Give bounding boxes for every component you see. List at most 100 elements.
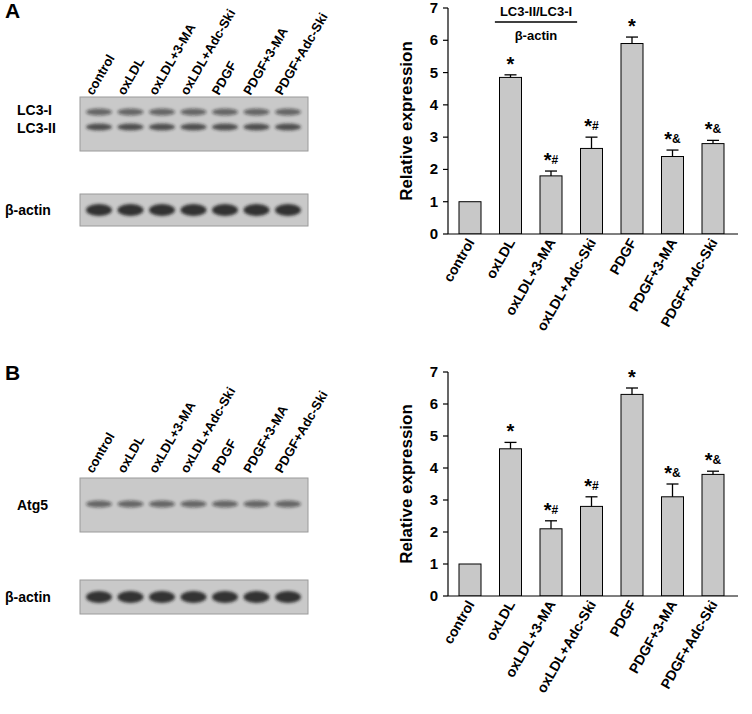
bar [581, 506, 603, 596]
y-tick-label: 4 [430, 459, 439, 476]
error-stem [550, 171, 551, 176]
band [244, 500, 270, 507]
band-label: β-actin [5, 202, 51, 218]
y-tick [443, 595, 448, 596]
band [149, 123, 175, 130]
significance: *& [705, 118, 722, 140]
blot [80, 97, 308, 151]
band [212, 108, 238, 115]
bar [581, 148, 603, 234]
x-tick-label: PDGF+Adc-Ski [657, 236, 720, 330]
blot-membrane [80, 194, 308, 226]
error-bar [667, 484, 679, 497]
significance-star: * [705, 449, 713, 471]
significance-star: * [628, 366, 636, 388]
significance-star: * [544, 149, 552, 171]
band [244, 204, 270, 216]
significance: *& [705, 449, 722, 471]
band [275, 108, 301, 115]
bars [459, 37, 724, 234]
bar [702, 144, 724, 234]
significance: *# [544, 499, 559, 521]
y-tick [443, 169, 448, 170]
significance-mark: & [672, 466, 681, 480]
blot-membrane [80, 478, 308, 532]
error-stem [591, 137, 592, 148]
blot [80, 194, 308, 226]
bar [500, 449, 522, 596]
band-label: LC3-I [17, 102, 52, 118]
y-tick [443, 137, 448, 138]
significance-mark: # [592, 479, 599, 493]
significance: * [628, 366, 636, 388]
y-tick [443, 7, 448, 8]
y-tick-label: 6 [430, 395, 438, 412]
y-tick [443, 467, 448, 468]
blot-bands [86, 204, 301, 216]
significance-star: * [664, 462, 672, 484]
y-tick-label: 5 [430, 64, 438, 81]
significance: *# [584, 115, 599, 137]
band [212, 591, 238, 603]
error-bar [545, 171, 557, 176]
band [181, 204, 207, 216]
significance-mark: # [552, 503, 559, 517]
band [149, 500, 175, 507]
significance: * [628, 15, 636, 37]
lane-label: PDGF [209, 437, 240, 476]
y-tick [443, 499, 448, 500]
bar [621, 44, 643, 234]
y-axis [447, 372, 448, 596]
blot [80, 478, 308, 532]
blot-membrane [80, 97, 308, 151]
band [212, 204, 238, 216]
y-tick-label: 1 [430, 193, 438, 210]
x-tick-label: oxLDL [482, 235, 518, 281]
lane-label: oxLDL [114, 55, 147, 98]
error-stem [550, 521, 551, 529]
y-tick [443, 233, 448, 234]
error-bar [707, 140, 719, 143]
y-tick-label: 0 [430, 587, 438, 604]
error-stem [591, 497, 592, 507]
bar [500, 77, 522, 234]
bar [459, 202, 481, 234]
band [181, 591, 207, 603]
band [181, 500, 207, 507]
y-axis [447, 8, 448, 234]
significance-star: * [507, 420, 515, 442]
lane-label: PDGF+Adc-Ski [272, 388, 331, 475]
panel-label: B [5, 361, 20, 384]
y-tick [443, 104, 448, 105]
band [118, 108, 144, 115]
significance: *& [664, 462, 681, 484]
lane-label: oxLDL [114, 433, 147, 476]
band-label: LC3-II [17, 120, 56, 136]
x-tick-label: PDGF+Adc-Ski [657, 598, 720, 692]
error-stem [631, 37, 632, 43]
error-bar [626, 37, 638, 43]
lane-label: PDGF [209, 59, 240, 98]
bar [662, 157, 684, 234]
significance-mark: & [713, 122, 722, 136]
error-bar [505, 442, 517, 448]
y-tick [443, 371, 448, 372]
y-tick-label: 5 [430, 427, 438, 444]
error-stem [672, 484, 673, 497]
error-bar [505, 75, 517, 78]
y-tick-label: 2 [430, 160, 438, 177]
significance: * [507, 53, 515, 75]
band [275, 123, 301, 130]
y-tick [443, 201, 448, 202]
significance-star: * [628, 15, 636, 37]
error-bar [667, 150, 679, 156]
significance-star: * [705, 118, 713, 140]
band [275, 204, 301, 216]
y-tick [443, 403, 448, 404]
error-bar [586, 497, 598, 507]
band-label: β-actin [5, 589, 51, 605]
significance: *& [664, 128, 681, 150]
panel-label: A [5, 0, 20, 22]
title: LC3-II/LC3-I [500, 4, 572, 19]
bar [540, 176, 562, 234]
